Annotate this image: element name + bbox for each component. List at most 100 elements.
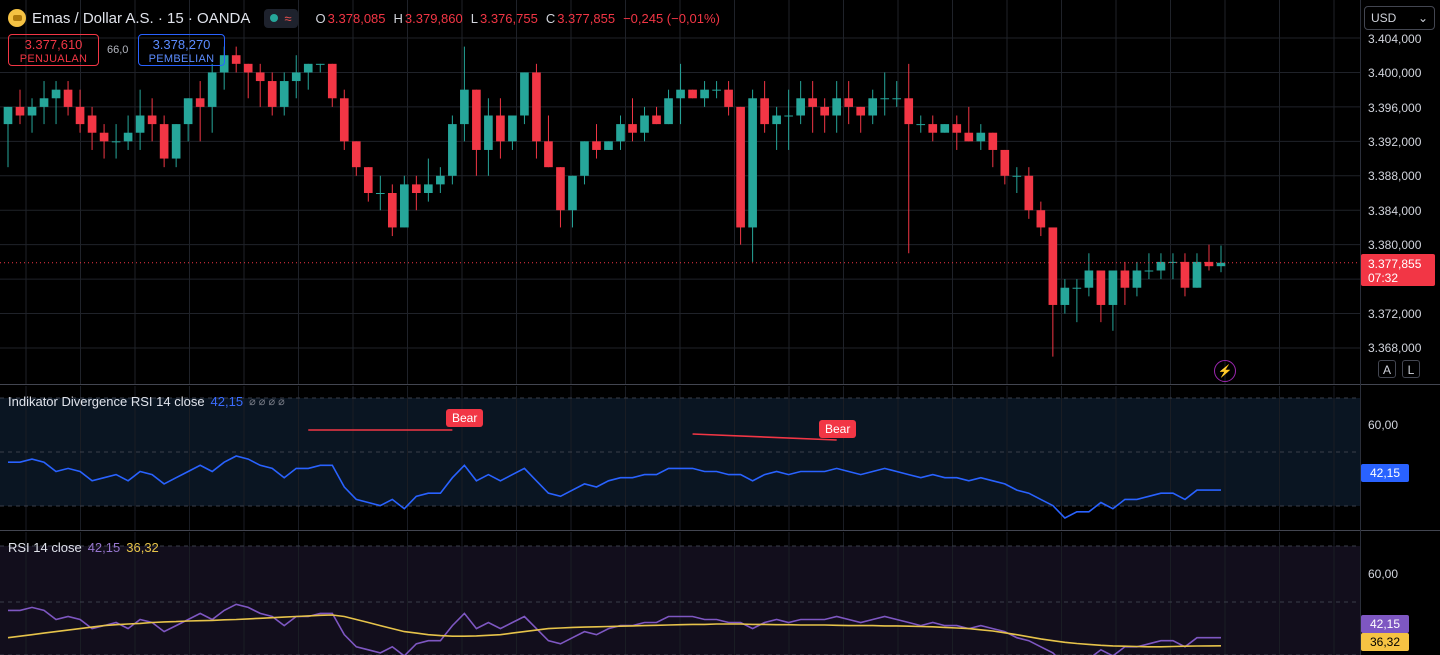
ohlc-open: 3.378,085 xyxy=(327,10,386,26)
candle-body xyxy=(1024,175,1034,211)
price-axis-label: 3.400,000 xyxy=(1368,66,1422,80)
candle-body xyxy=(195,98,205,107)
price-axis-label: 3.372,000 xyxy=(1368,307,1422,321)
currency-select[interactable]: USD ⌄ xyxy=(1364,6,1435,30)
divergence-value: 42,15 xyxy=(210,394,244,409)
candle-body xyxy=(628,124,637,133)
candle-body xyxy=(375,193,385,194)
candle-body xyxy=(3,106,13,125)
log-scale-button[interactable]: L xyxy=(1402,360,1420,378)
candle-body xyxy=(400,184,409,228)
candle-body xyxy=(75,106,85,125)
candle-body xyxy=(1096,270,1106,305)
candle-countdown: 07:32 xyxy=(1368,271,1399,285)
rsi-axis-label: 60,00 xyxy=(1368,567,1399,581)
auto-scale-button[interactable]: A xyxy=(1378,360,1396,378)
last-price-value: 3.377,855 xyxy=(1368,257,1422,271)
candle-body xyxy=(436,175,445,185)
currency-value: USD xyxy=(1371,11,1397,25)
candle-body xyxy=(99,132,109,142)
price-axis-label: 3.368,000 xyxy=(1368,341,1422,355)
rsi-title: RSI 14 close xyxy=(8,540,82,555)
wave-icon: ≈ xyxy=(284,10,292,26)
candle-body xyxy=(1000,149,1010,176)
candle-body xyxy=(291,72,301,82)
gold-coin-icon xyxy=(8,9,26,27)
market-open-dot-icon xyxy=(270,14,279,22)
symbol-header: Emas / Dollar A.S. · 15 · OANDA ≈ O 3.378… xyxy=(8,8,720,28)
candle-body xyxy=(892,98,902,100)
candle-body xyxy=(1204,261,1214,267)
rsi-ma-value: 36,32 xyxy=(126,540,159,555)
ohlc-h-label: H xyxy=(393,10,403,26)
buy-label: PEMBELIAN xyxy=(148,53,215,65)
rsi-last-value-tag: 42,15 xyxy=(1361,615,1409,633)
candle-body xyxy=(255,72,265,82)
candle-body xyxy=(976,132,986,142)
candle-body xyxy=(868,98,878,116)
divergence-axis-label: 60,00 xyxy=(1368,418,1399,432)
price-axis-label: 3.404,000 xyxy=(1368,32,1422,46)
candle-body xyxy=(1084,270,1094,288)
candle-body xyxy=(1036,210,1046,228)
price-axis-label: 3.380,000 xyxy=(1368,238,1422,252)
candle-body xyxy=(171,124,181,159)
ohlc-low: 3.376,755 xyxy=(479,10,538,26)
price-axis-label: 3.388,000 xyxy=(1368,169,1422,183)
candle-body xyxy=(387,193,397,228)
candle-body xyxy=(315,63,325,65)
symbol-title[interactable]: Emas / Dollar A.S. · 15 · OANDA xyxy=(32,9,251,27)
candle-body xyxy=(880,98,890,100)
candle-body xyxy=(784,115,793,117)
candle-body xyxy=(712,89,721,91)
divergence-rsi-line xyxy=(8,455,1221,519)
candle-body xyxy=(1048,227,1058,305)
candle-body xyxy=(988,132,998,150)
candle-body xyxy=(1012,175,1022,177)
candle-body xyxy=(1216,262,1226,267)
candle-body xyxy=(363,167,373,193)
candle-body xyxy=(952,124,962,133)
ohlc-l-label: L xyxy=(470,10,478,26)
market-status-pill[interactable]: ≈ xyxy=(264,8,298,28)
candle-body xyxy=(159,124,169,159)
rsi-ma-line xyxy=(7,614,1222,648)
candle-body xyxy=(820,106,829,116)
candle-body xyxy=(940,124,950,133)
price-axis-label: 3.396,000 xyxy=(1368,101,1422,115)
candle-body xyxy=(520,72,529,116)
candle-body xyxy=(484,115,493,150)
buy-button[interactable]: 3.378,270 PEMBELIAN xyxy=(138,34,225,66)
rsi-indicator-legend[interactable]: RSI 14 close 42,15 36,32 xyxy=(8,540,159,555)
candle-body xyxy=(147,115,157,125)
candle-body xyxy=(39,98,49,107)
candle-body xyxy=(532,72,541,142)
candle-body xyxy=(448,124,457,176)
ohlc-c-label: C xyxy=(545,10,556,26)
candle-body xyxy=(508,115,517,142)
candle-body xyxy=(1108,270,1118,305)
candle-body xyxy=(207,72,217,107)
candle-body xyxy=(736,106,745,228)
candle-body xyxy=(904,98,914,125)
sell-price: 3.377,610 xyxy=(24,37,83,52)
bear-divergence-line xyxy=(692,433,837,441)
candle-body xyxy=(424,184,433,193)
candle-body xyxy=(1156,261,1166,271)
bear-signal-label: Bear xyxy=(819,420,857,438)
rsi-ma-last-value-tag: 36,32 xyxy=(1361,633,1409,651)
candle-body xyxy=(652,115,661,125)
lightning-icon[interactable]: ⚡ xyxy=(1214,360,1236,382)
candle-body xyxy=(135,115,145,133)
candle-body xyxy=(544,141,553,168)
candle-body xyxy=(568,175,577,211)
buy-price: 3.378,270 xyxy=(152,37,211,52)
candle-body xyxy=(111,141,121,143)
candle-body xyxy=(604,141,613,150)
candle-body xyxy=(616,124,625,142)
candle-body xyxy=(231,55,241,64)
divergence-indicator-legend[interactable]: Indikator Divergence RSI 14 close 42,15 … xyxy=(8,394,285,409)
candle-body xyxy=(183,98,193,125)
sell-button[interactable]: 3.377,610 PENJUALAN xyxy=(8,34,99,66)
